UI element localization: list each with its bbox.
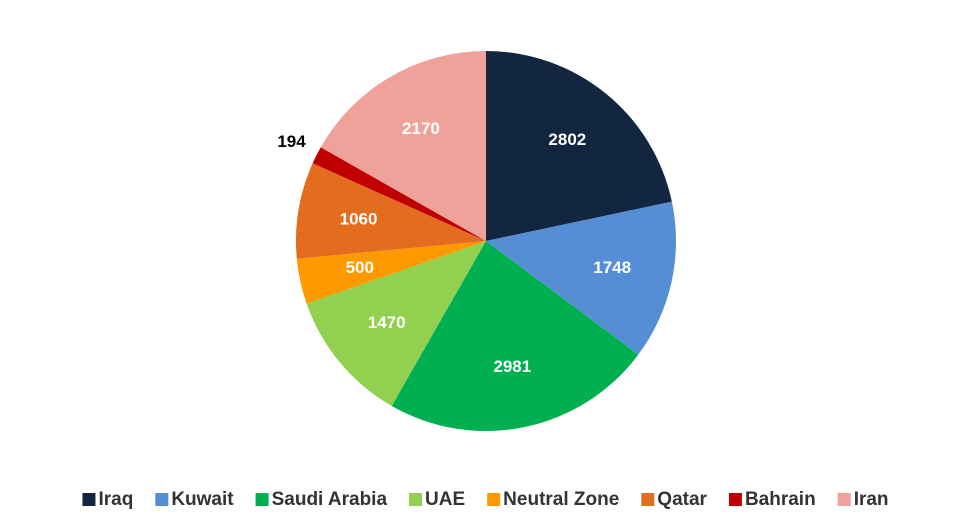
pie-slice bbox=[312, 147, 486, 241]
data-label: 1060 bbox=[340, 209, 378, 228]
legend-swatch bbox=[728, 493, 742, 506]
legend-label: Iran bbox=[854, 489, 889, 510]
pie-slice bbox=[320, 51, 486, 241]
legend: Iraq Kuwait Saudi Arabia UAE Neutral Zone Qat… bbox=[82, 489, 889, 510]
data-label: 1748 bbox=[593, 258, 631, 277]
legend-label: Saudi Arabia bbox=[272, 489, 388, 510]
legend-label: Kuwait bbox=[171, 489, 234, 510]
data-label: 1470 bbox=[368, 313, 406, 332]
pie-slice bbox=[486, 51, 672, 241]
legend-swatch bbox=[409, 493, 423, 506]
pie-slice bbox=[296, 241, 486, 304]
data-label: 194 bbox=[277, 132, 306, 151]
pie-slice bbox=[391, 241, 639, 431]
legend-swatch bbox=[82, 493, 96, 506]
pie-slice bbox=[486, 201, 677, 355]
legend-swatch bbox=[155, 493, 169, 506]
legend-label: Qatar bbox=[657, 489, 707, 510]
legend-label: Iraq bbox=[98, 489, 133, 510]
data-label: 2802 bbox=[548, 130, 586, 149]
legend-swatch bbox=[837, 493, 851, 506]
data-label: 2170 bbox=[402, 119, 440, 138]
legend-label: Bahrain bbox=[745, 489, 816, 510]
legend-swatch bbox=[255, 493, 269, 506]
data-label: 2981 bbox=[493, 357, 531, 376]
pie-slice bbox=[296, 163, 486, 259]
data-label: 500 bbox=[346, 258, 374, 277]
legend-label: UAE bbox=[425, 489, 465, 510]
legend-swatch bbox=[641, 493, 655, 506]
legend-swatch bbox=[487, 493, 501, 506]
pie-slice bbox=[306, 241, 486, 406]
legend-label: Neutral Zone bbox=[503, 489, 619, 510]
